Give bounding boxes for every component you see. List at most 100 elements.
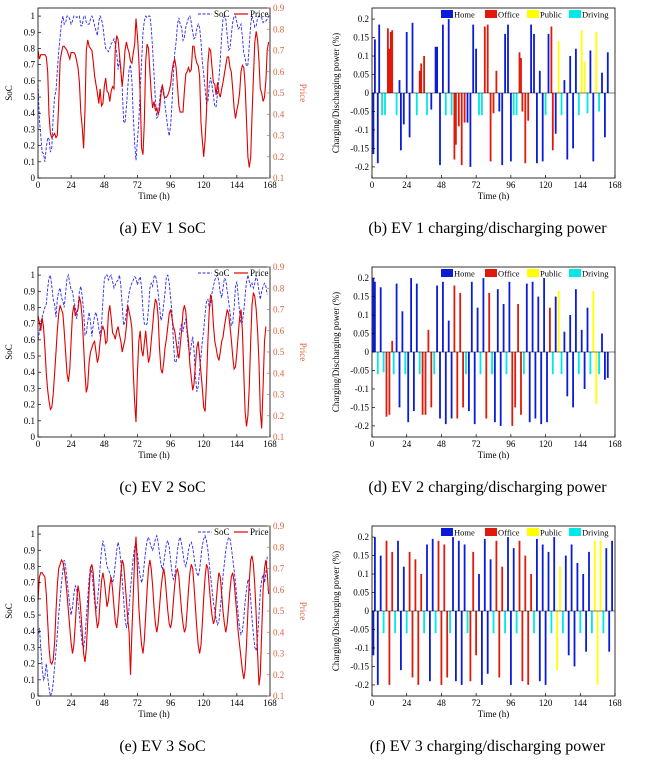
x-tick-label: 144 [574,180,588,190]
bar-public [556,611,558,671]
y2-tick-label: 0.6 [273,326,285,336]
bar-home [378,24,381,94]
legend: SoC Price [198,268,269,278]
bar-office [485,352,488,419]
bar-office [483,26,486,93]
bar-driving [405,611,408,634]
legend: Home Office Public Driving [441,10,609,20]
bar-home [410,278,412,352]
panel-ev2-power: 0 24 48 72 96 120 144 168 -0.2 -0.15 -0.1 -0.05 0 0.0… [325,259,650,517]
bar-home [499,352,502,426]
bar-driving [523,352,525,375]
bar-office [440,611,443,685]
bar-office [551,93,554,151]
bar-home [429,611,431,682]
y-tick-label: 0.5 [24,92,36,102]
y2-tick-label: 0.4 [273,109,285,119]
bar-public [557,41,560,93]
legend-label-driving: Driving [582,528,609,538]
y-tick-label: 0.6 [24,335,36,345]
bar-home [473,352,476,425]
x-tick-label: 48 [437,439,447,449]
x-tick-label: 96 [166,698,176,708]
x-tick-label: 168 [608,439,622,449]
bar-office [427,329,430,352]
bar-driving [382,611,385,634]
legend-swatch-office [485,269,497,277]
y-tick-label: 0.05 [353,329,369,339]
y-axis-label: Charging/Discharging power (%) [331,33,341,153]
y2-tick-label: 0.8 [273,542,285,552]
bar-home [379,555,382,611]
y-tick-label: 0 [365,606,370,616]
y2-tick-label: 0.2 [273,152,284,162]
bar-home [512,548,515,611]
bar-home [608,611,611,652]
bar-home [570,544,573,611]
bar-office [421,352,424,415]
bar-home [604,93,606,138]
bar-office [414,559,417,611]
y2-tick-label: 0.6 [273,67,285,77]
y2-axis-label: Price [298,602,308,621]
bar-office [495,70,498,93]
bar-home [601,333,603,352]
x-tick-label: 48 [437,698,447,708]
bar-home [567,611,570,656]
y-tick-label: 0.2 [24,141,35,151]
legend-swatch-driving [569,528,581,536]
bar-home [376,611,379,685]
bar-driving [577,93,580,116]
y-tick-label: 0 [365,347,370,357]
legend-label-soc: SoC [214,9,230,19]
bar-driving [404,352,407,375]
bar-home [566,352,569,397]
y-tick-label: 0.2 [24,659,35,669]
caption-ev2-power: (d) EV 2 charging/discharging power [368,479,607,496]
bar-office [501,566,504,611]
bar-driving [395,93,398,116]
bar-office [391,340,394,352]
bar-office [518,540,521,611]
legend-swatch-home [441,10,453,18]
series-line-soc [37,273,268,392]
y2-tick-label: 0.3 [273,649,285,659]
bar-home [457,540,460,611]
caption-ev3-power: (f) EV 3 charging/discharging power [369,738,606,755]
bar-home [544,611,547,685]
y-tick-label: 0 [31,432,36,442]
bar-home [569,315,572,352]
x-tick-label: 96 [506,180,516,190]
bar-home [372,93,375,154]
chart-ev3-soc: 0 24 48 72 96 120 144 168 0 0.1 0.2 0.3 0.4 0.5 0.6 0.7… [4,521,308,719]
y-tick-label: 0.05 [353,70,369,80]
bar-office [423,56,425,93]
bar-office [387,28,389,93]
x-tick-label: 168 [263,439,277,449]
y-tick-label: 0.2 [358,273,369,283]
y-tick-label: 0.4 [24,108,36,118]
bar-home [400,611,402,671]
bar-office [517,304,519,352]
legend-label-soc: SoC [214,527,230,537]
bar-driving [515,611,518,634]
bar-home [575,48,577,93]
x-axis-label: Time (h) [478,191,509,201]
panel-ev2-soc: 0 24 48 72 96 120 144 168 0 0.1 0.2 0.3 0.4 0.5 0.6 0.7… [0,259,325,517]
x-tick-label: 120 [539,698,553,708]
bar-home [436,46,438,93]
bar-driving [433,352,436,375]
bar-office [411,611,414,678]
bar-home [444,352,447,425]
legend-swatch-home [441,528,453,536]
legend-label-office: Office [498,269,520,279]
bar-home [439,352,441,419]
bar-home [507,537,509,611]
bar-home [583,352,586,389]
bar-home [572,93,574,149]
bar-home [494,352,496,423]
x-tick-label: 24 [67,698,77,708]
bar-home [415,283,418,352]
bar-office [388,611,391,685]
x-tick-label: 144 [230,439,244,449]
